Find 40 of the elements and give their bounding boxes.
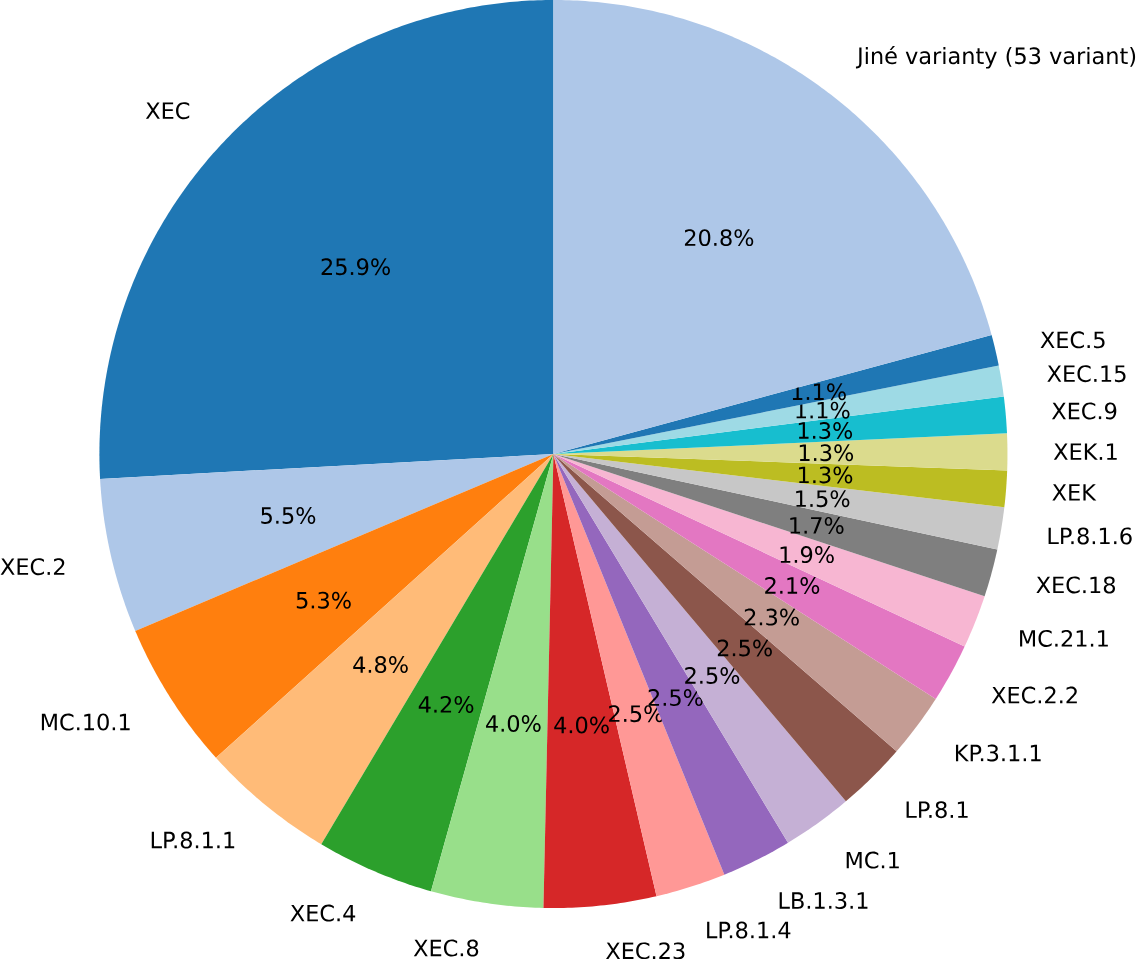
data-label: 1.7% bbox=[790, 516, 844, 534]
data-label: 1.5% bbox=[796, 490, 850, 508]
slice-label: XEC.15 bbox=[1047, 365, 1126, 383]
data-label: 2.3% bbox=[744, 608, 799, 626]
data-label: 4.0% bbox=[554, 716, 609, 734]
slice-label: XEK bbox=[1052, 484, 1097, 501]
slice-label: MC.1 bbox=[846, 851, 899, 869]
data-label: 2.5% bbox=[717, 639, 772, 657]
slice-label: XEC.5 bbox=[1040, 331, 1105, 349]
data-label: 4.0% bbox=[486, 714, 541, 732]
slice-label: Jiné varianty (53 variant) bbox=[855, 45, 1136, 69]
slice-label: XEK.1 bbox=[1053, 443, 1117, 460]
slice-label: XEC.2 bbox=[0, 558, 65, 576]
data-label: 4.8% bbox=[353, 655, 408, 673]
data-label: 5.5% bbox=[261, 506, 316, 524]
data-label: 5.3% bbox=[296, 591, 351, 609]
slice-label: XEC.18 bbox=[1036, 576, 1115, 594]
data-label: 1.9% bbox=[780, 545, 834, 563]
data-label: 1.3% bbox=[799, 444, 854, 462]
slice-label: MC.10.1 bbox=[41, 713, 130, 731]
data-label: 4.2% bbox=[418, 695, 474, 713]
slice-label: XEC.4 bbox=[290, 904, 356, 922]
slice-label: MC.21.1 bbox=[1020, 629, 1108, 647]
slice-label: XEC.9 bbox=[1051, 402, 1117, 420]
data-label: 1.3% bbox=[799, 466, 853, 484]
slice-label: KP.3.1.1 bbox=[955, 744, 1041, 762]
data-label: 20.8% bbox=[684, 229, 754, 246]
data-label: 1.3% bbox=[798, 421, 853, 439]
slice-label: XEC.2.2 bbox=[991, 686, 1077, 704]
slice-label: LP.8.1.1 bbox=[151, 831, 235, 849]
slice-label: LP.8.1.4 bbox=[707, 921, 791, 939]
slice-label: XEC bbox=[145, 102, 190, 120]
slice-label: LP.8.1.6 bbox=[1048, 527, 1132, 545]
data-label: 2.5% bbox=[685, 666, 740, 684]
slice-label: LP.8.1 bbox=[906, 801, 968, 819]
slice-label: LB.1.3.1 bbox=[779, 891, 868, 909]
slice-label: XEC.8 bbox=[413, 939, 479, 957]
data-label: 25.9% bbox=[321, 258, 390, 276]
slice-label: XEC.23 bbox=[606, 942, 685, 959]
data-label: 2.1% bbox=[765, 576, 820, 594]
